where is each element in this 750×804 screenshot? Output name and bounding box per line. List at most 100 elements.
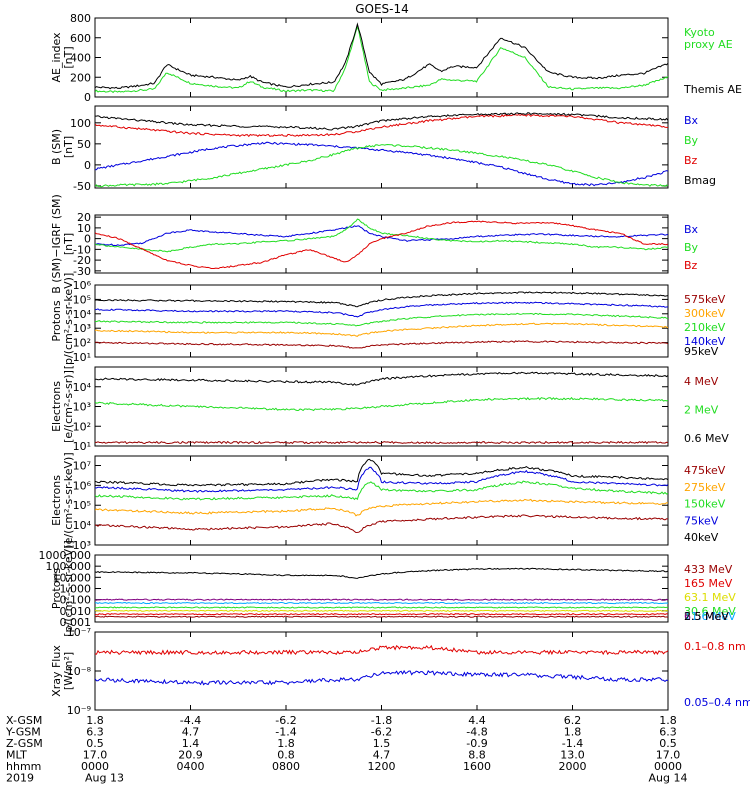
y-axis-label: [p/(cm²-s-sr-keV)]: [62, 540, 75, 637]
ephemeris-value: -4.8: [466, 726, 487, 739]
legend-entry: proxy AE: [684, 38, 733, 51]
ephemeris-value: 1.5: [373, 737, 391, 750]
series-line-11-6-mev: [95, 601, 668, 605]
y-tick-label: 10⁵: [73, 293, 91, 306]
y-axis-label: AE_index: [50, 32, 63, 83]
legend-entry: 75keV: [684, 514, 719, 527]
legend-entry: Bz: [684, 154, 698, 167]
ephemeris-value: Aug 14: [649, 772, 688, 785]
y-tick-label: 0.001: [60, 616, 92, 629]
legend-entry: 30.6 MeV: [684, 605, 736, 618]
panel-xray: 10⁻⁹ 10⁻⁸ 10⁻⁷ Xray Flux [W/m²] 0.1–0.8 nm 0.0…: [50, 626, 750, 717]
legend-entry: 300keV: [684, 307, 726, 320]
y-tick-label: 600: [70, 32, 91, 45]
y-tick-label: 10⁵: [73, 499, 91, 512]
series-line-themis-ae: [95, 22, 668, 90]
ephemeris-row-label: 2019: [6, 772, 34, 785]
series-line-4-mev: [95, 440, 668, 445]
legend-entry: Bx: [684, 223, 699, 236]
y-tick-label: 0.100: [60, 594, 92, 607]
y-tick-label: 10³: [73, 322, 91, 335]
y-tick-label: 0: [84, 233, 91, 246]
ephemeris-value: 20.9: [178, 749, 203, 762]
y-axis-label: [nT]: [62, 136, 75, 158]
ephemeris-value: 0.5: [86, 737, 104, 750]
legend-entry: 40keV: [684, 531, 719, 544]
series-line-6-5-mev: [95, 598, 668, 601]
legend-entry: 11.6 MeV: [684, 610, 736, 623]
series-line-575kev: [95, 340, 668, 349]
y-tick-label: 10²: [73, 420, 91, 433]
ephemeris-value: 6.3: [659, 726, 677, 739]
ephemeris-row-label: MLT: [6, 749, 27, 762]
legend-entry: 0.6 MeV: [684, 432, 729, 445]
y-tick-label: 10.000: [53, 571, 92, 584]
legend-entry: 6.5 MeV: [684, 610, 729, 623]
y-tick-label: 10: [77, 222, 91, 235]
panel-protons_mev: 0.0010.0100.1001.00010.000100.0001000.00…: [39, 540, 737, 637]
y-tick-label: 10³: [73, 401, 91, 414]
y-axis-label: B (SM)−IGRF (SM): [50, 194, 63, 294]
legend-entry: 210keV: [684, 321, 726, 334]
y-axis-label: Electrons: [50, 381, 63, 432]
ephemeris-row-label: X-GSM: [6, 714, 42, 727]
ephemeris-value: -0.9: [466, 737, 487, 750]
panel-bsm: -50 0 50 100 B (SM) [nT] Bx By Bz Bmag: [50, 105, 716, 193]
y-tick-label: -10: [73, 243, 91, 256]
y-tick-label: 400: [70, 52, 91, 65]
ephemeris-value: 1200: [368, 760, 396, 773]
series-line-140kev: [95, 301, 668, 318]
y-tick-label: 20: [77, 211, 91, 224]
panel-electrons_mev: 10¹ 10² 10³ 10⁴ Electrons [e/(cm²-s-sr)] 4 MeV…: [50, 366, 729, 453]
ephemeris-row-label: Z-GSM: [6, 737, 43, 750]
legend-entry: Themis AE: [683, 83, 742, 96]
series-line-475kev: [95, 514, 668, 534]
y-axis-label: Protons: [50, 300, 63, 341]
panel-electrons_kev: 10³ 10⁴ 10⁵ 10⁶ 10⁷ Electrons [e/(cm²-s-sr-keV…: [50, 452, 726, 552]
ephemeris-row-label: Y-GSM: [5, 726, 41, 739]
y-tick-label: 10³: [73, 539, 91, 552]
y-tick-label: 200: [70, 71, 91, 84]
y-tick-label: 10²: [73, 337, 91, 350]
y-axis-label: [e/(cm²-s-sr-keV)]: [62, 452, 75, 548]
legend-entry: 433 MeV: [684, 563, 733, 576]
series-line-by: [95, 143, 668, 188]
y-axis-label: Protons: [50, 568, 63, 609]
ephemeris-value: 6.2: [564, 714, 582, 727]
ephemeris-value: -1.4: [562, 737, 583, 750]
ephemeris-value: 4.7: [373, 749, 391, 762]
series-line-0-1-0-8-nm: [95, 644, 668, 656]
series-line-75kev: [95, 466, 668, 493]
series-line-2-5-mev: [95, 567, 668, 579]
y-axis-label: [e/(cm²-s-sr)]: [62, 370, 75, 443]
series-line-165-mev: [95, 613, 668, 616]
ephemeris-value: Aug 13: [85, 772, 124, 785]
y-tick-label: 100.000: [46, 560, 92, 573]
panel-frame: [94, 455, 669, 546]
ephemeris-value: 0800: [272, 760, 300, 773]
y-axis-label: [nT]: [62, 46, 75, 68]
ephemeris-value: 6.3: [86, 726, 104, 739]
ephemeris-value: 1.8: [86, 714, 104, 727]
series-line-0-05-0-4-nm: [95, 669, 668, 686]
chart-title: GOES-14: [355, 2, 409, 16]
series-line-210kev: [95, 312, 668, 327]
panel-frame: [94, 105, 669, 189]
series-line-bx: [95, 225, 668, 247]
ephemeris-value: -4.4: [180, 714, 201, 727]
ephemeris-value: 4.7: [182, 726, 200, 739]
legend-entry: 0.1–0.8 nm: [684, 640, 746, 653]
ephemeris-row-label: hhmm: [6, 760, 41, 773]
series-line-30-6-mev: [95, 606, 668, 609]
series-line-300kev: [95, 322, 668, 337]
series-line-95kev: [95, 291, 668, 308]
y-axis-label: Xray Flux: [50, 645, 63, 697]
series-line-bmag: [95, 112, 668, 131]
legend-entry: By: [684, 134, 699, 147]
y-tick-label: 10⁴: [73, 519, 92, 532]
legend-entry: 2.5 MeV: [684, 610, 729, 623]
panel-frame: [94, 284, 669, 358]
series-line-150kev: [95, 480, 668, 501]
y-tick-label: 50: [77, 138, 91, 151]
